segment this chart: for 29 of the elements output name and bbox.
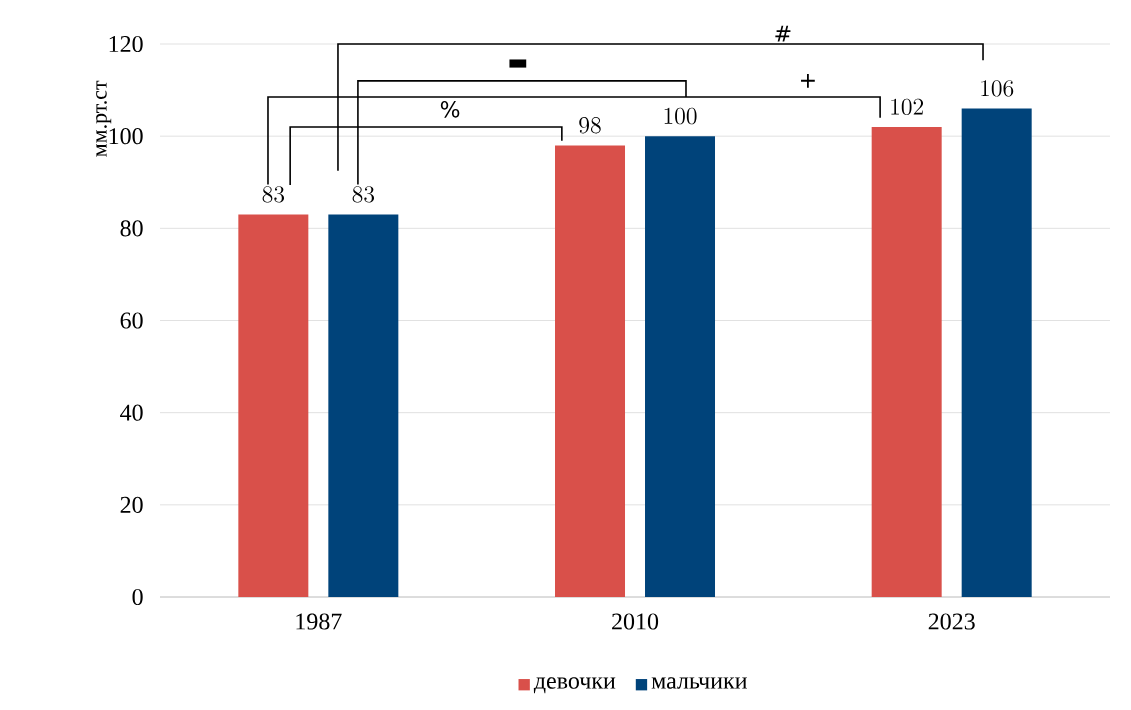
y-tick-label: 120 — [109, 35, 143, 53]
data-label: 83 — [352, 186, 375, 203]
bar — [328, 214, 399, 597]
x-tick-label: 1987 — [296, 613, 342, 630]
data-label: 83 — [262, 186, 285, 203]
text: # — [775, 25, 791, 42]
y-tick-label: 80 — [120, 220, 143, 237]
data-label: 102 — [891, 98, 924, 116]
y-tick-label: 20 — [120, 496, 143, 513]
legend-label: девочки — [533, 677, 616, 694]
bar — [961, 108, 1032, 597]
legend-label: мальчики — [651, 677, 747, 689]
y-tick-label: 60 — [120, 312, 143, 329]
bar — [871, 126, 942, 597]
y-axis-title: мм.рт.ст — [96, 80, 112, 157]
annotation: % — [440, 100, 460, 118]
bar — [238, 214, 309, 597]
bar — [555, 145, 626, 597]
y-tick-label: 40 — [120, 404, 143, 421]
data-label: 106 — [981, 80, 1014, 97]
y-tick-label: 100 — [109, 128, 143, 145]
y-tick-label: 0 — [132, 588, 143, 606]
x-tick-label: 2023 — [928, 613, 975, 630]
data-label: 100 — [664, 107, 697, 125]
annotation: + — [801, 73, 815, 88]
bar — [645, 136, 716, 597]
data-label: 98 — [579, 117, 601, 134]
annotation: ▬ — [509, 59, 527, 68]
x-tick-label: 2010 — [612, 613, 659, 630]
